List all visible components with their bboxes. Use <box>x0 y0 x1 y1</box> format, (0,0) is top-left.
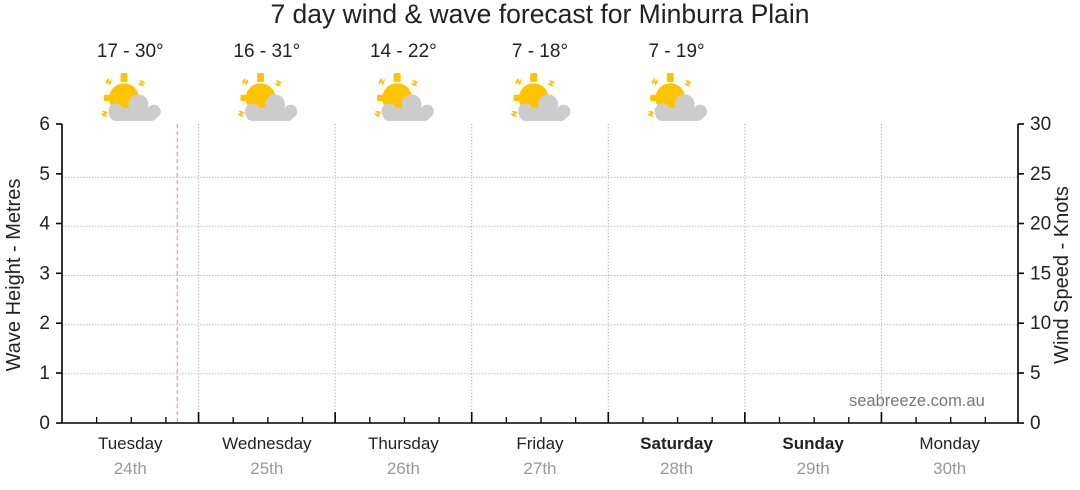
svg-text:10: 10 <box>1030 313 1051 334</box>
svg-text:0: 0 <box>1030 413 1041 434</box>
svg-text:15: 15 <box>1030 263 1051 284</box>
svg-text:Wind Speed - Knots: Wind Speed - Knots <box>1051 186 1073 364</box>
svg-text:Wave Height - Metres: Wave Height - Metres <box>3 179 25 372</box>
svg-text:6: 6 <box>39 114 50 135</box>
svg-text:4: 4 <box>39 214 50 235</box>
svg-text:2: 2 <box>39 313 50 334</box>
svg-text:20: 20 <box>1030 214 1051 235</box>
svg-text:5: 5 <box>1030 363 1041 384</box>
svg-text:5: 5 <box>39 164 50 185</box>
svg-text:25: 25 <box>1030 164 1051 185</box>
svg-text:3: 3 <box>39 263 50 284</box>
svg-text:30: 30 <box>1030 114 1051 135</box>
svg-text:0: 0 <box>39 413 50 434</box>
svg-text:1: 1 <box>39 363 50 384</box>
